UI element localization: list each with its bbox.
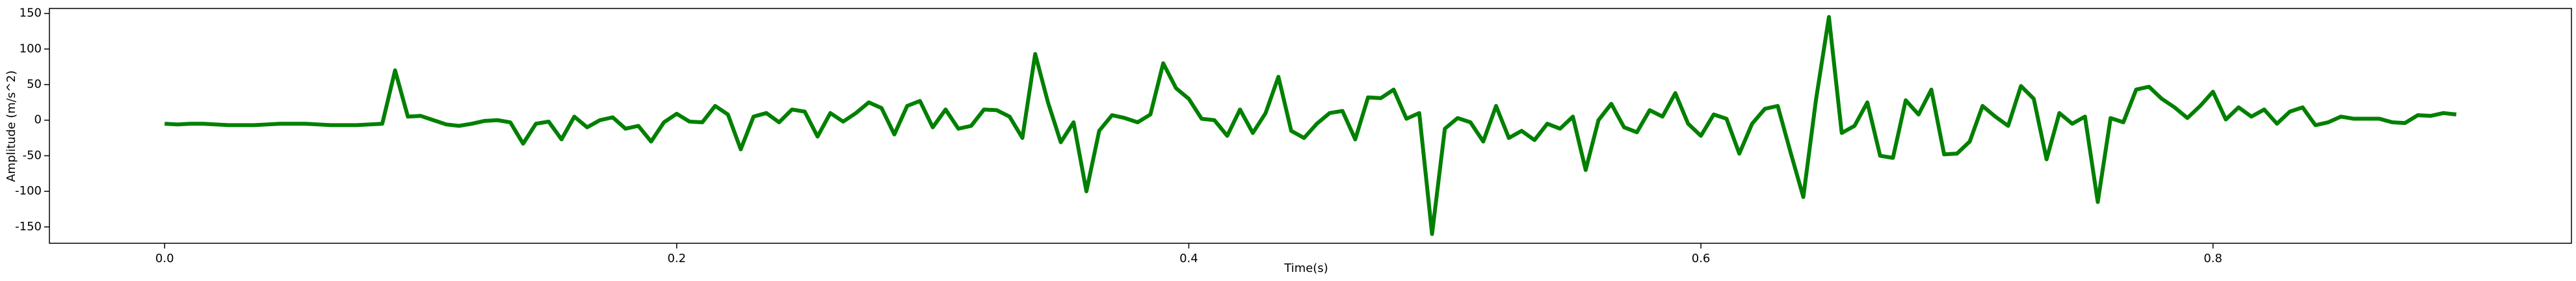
y-tick-label: -50 — [23, 148, 42, 162]
x-tick-label: 0.6 — [1692, 252, 1711, 265]
x-tick-label: 0.2 — [668, 252, 687, 265]
y-tick-label: 150 — [20, 7, 42, 20]
y-tick-label: 50 — [27, 77, 42, 91]
x-tick-label: 0.0 — [155, 252, 174, 265]
x-tick-label: 0.8 — [2203, 252, 2222, 265]
y-tick-label: 0 — [34, 113, 42, 127]
y-tick-label: -100 — [15, 184, 42, 198]
x-tick-label: 0.4 — [1179, 252, 1198, 265]
y-axis-label: Amplitude (m/s^2) — [5, 70, 18, 182]
plot-frame — [49, 8, 2572, 244]
data-line — [164, 15, 2457, 236]
x-axis-label: Time(s) — [1283, 261, 1328, 275]
y-tick-label: -150 — [15, 220, 42, 234]
y-tick-label: 100 — [20, 42, 42, 55]
